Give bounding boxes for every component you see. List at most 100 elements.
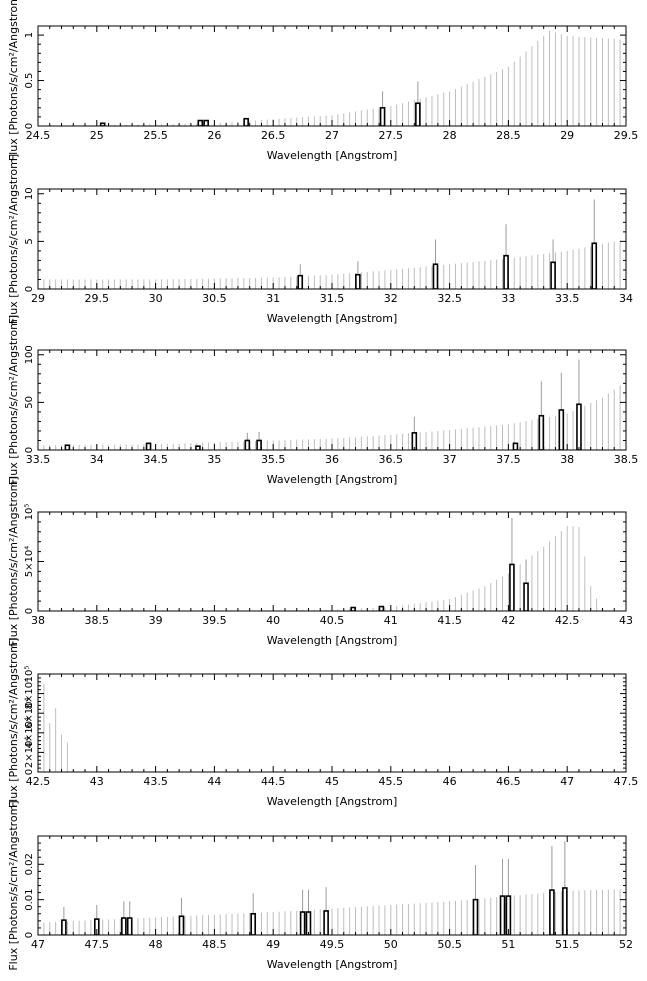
x-tick-label: 36 [325, 453, 339, 466]
plot-area [38, 199, 626, 289]
x-tick-label: 26 [207, 129, 221, 142]
line-flux-bar [512, 442, 519, 450]
x-tick-label: 29.5 [85, 292, 110, 305]
x-tick-label: 30 [149, 292, 163, 305]
spectrum-panel-6: 47 47.5 48 48.5 49 49.5 50 50.5 51 51.5 52 0 0.01 0.0… [7, 800, 633, 971]
x-tick-label: 34 [619, 292, 633, 305]
x-tick-label: 37.5 [496, 453, 521, 466]
x-tick-label: 42 [501, 614, 515, 627]
x-tick-label: 34.5 [143, 453, 168, 466]
y-axis-label: Flux [Photons/s/cm²/Angstrom] [7, 638, 20, 808]
x-tick-label: 51.5 [555, 938, 580, 951]
spectrum-panel-2: 29 29.5 30 30.5 31 31.5 32 32.5 33 33.5 34 0 5 10 Wave… [7, 154, 633, 325]
x-tick-label: 26.5 [261, 129, 286, 142]
line-flux-bar [472, 898, 479, 935]
line-flux-bar [355, 273, 361, 289]
x-tick-label: 38 [560, 453, 574, 466]
line-flux-bar [195, 445, 201, 450]
x-tick-label: 40 [266, 614, 280, 627]
plot-area [43, 517, 598, 611]
x-tick-label: 42.5 [26, 775, 51, 788]
x-tick-label: 47 [560, 775, 574, 788]
x-tick-label: 31 [266, 292, 280, 305]
y-tick-label: 2×10⁴ [24, 737, 35, 768]
x-tick-label: 38.5 [614, 453, 639, 466]
y-tick-label: 4×10⁴ [24, 717, 35, 748]
y-axis-label: Flux [Photons/s/cm²/Angstrom] [7, 154, 20, 324]
x-tick-label: 36.5 [379, 453, 404, 466]
x-tick-label: 37 [443, 453, 457, 466]
x-tick-label: 46.5 [496, 775, 521, 788]
x-tick-label: 47.5 [614, 775, 639, 788]
x-tick-label: 43 [90, 775, 104, 788]
x-tick-label: 44.5 [261, 775, 286, 788]
x-tick-label: 44 [207, 775, 221, 788]
line-flux-bar [178, 915, 185, 935]
y-tick-label: 0 [24, 286, 35, 292]
line-flux-bar [576, 403, 582, 450]
x-tick-label: 40.5 [320, 614, 345, 627]
y-tick-label: 5×10⁴ [24, 546, 35, 577]
line-flux-bar [61, 919, 67, 935]
line-flux-bar [299, 911, 306, 935]
y-tick-label: 6×10⁴ [24, 697, 35, 728]
line-flux-bar [323, 910, 329, 935]
x-tick-label: 47 [31, 938, 45, 951]
x-tick-label: 41 [384, 614, 398, 627]
plot-area [38, 359, 626, 450]
line-flux-bar [250, 912, 257, 935]
x-tick-label: 32 [384, 292, 398, 305]
y-axis-label: Flux [Photons/s/cm²/Angstrom] [7, 315, 20, 485]
y-tick-label: 0 [24, 123, 35, 129]
line-flux-bar [256, 439, 262, 450]
x-tick-label: 49.5 [320, 938, 345, 951]
line-flux-bar [549, 889, 555, 935]
x-tick-label: 39 [149, 614, 163, 627]
line-flux-bar [64, 444, 71, 450]
y-tick-label: 1 [24, 32, 35, 38]
line-flux-bar [297, 274, 304, 289]
line-flux-bar [94, 918, 100, 935]
line-flux-bar [562, 887, 568, 935]
line-flux-bar [378, 605, 385, 611]
x-tick-label: 52 [619, 938, 633, 951]
line-flux-bar [591, 242, 598, 289]
y-tick-label: 100 [24, 345, 35, 364]
line-flux-bar [244, 439, 251, 450]
y-tick-label: 10⁵ [24, 666, 35, 683]
x-tick-label: 42.5 [555, 614, 580, 627]
y-tick-label: 0 [24, 769, 35, 775]
x-tick-label: 39.5 [202, 614, 227, 627]
x-tick-label: 28.5 [496, 129, 521, 142]
line-flux-bar [509, 563, 515, 611]
x-tick-label: 25.5 [143, 129, 168, 142]
x-tick-label: 50.5 [437, 938, 462, 951]
x-tick-label: 45.5 [379, 775, 404, 788]
y-tick-label: 50 [24, 396, 35, 409]
line-flux-bar [305, 911, 312, 935]
x-tick-label: 25 [90, 129, 104, 142]
x-tick-label: 33 [501, 292, 515, 305]
x-tick-label: 33.5 [555, 292, 580, 305]
y-tick-label: 0 [24, 447, 35, 453]
y-axis-label: Flux [Photons/s/cm²/Angstrom] [7, 800, 20, 970]
x-tick-label: 34 [90, 453, 104, 466]
y-tick-label: 0.01 [24, 889, 35, 911]
line-flux-bar [499, 895, 506, 935]
y-tick-label: 0 [24, 608, 35, 614]
x-tick-label: 48.5 [202, 938, 227, 951]
x-tick-label: 43.5 [143, 775, 168, 788]
line-flux-bar [558, 409, 565, 450]
x-tick-label: 51 [501, 938, 515, 951]
x-tick-label: 28 [443, 129, 457, 142]
x-axis-label: Wavelength [Angstrom] [267, 312, 398, 325]
x-tick-label: 35.5 [261, 453, 286, 466]
x-tick-label: 50 [384, 938, 398, 951]
x-tick-label: 30.5 [202, 292, 227, 305]
x-tick-label: 32.5 [437, 292, 462, 305]
y-tick-label: 0 [24, 932, 35, 938]
x-tick-label: 31.5 [320, 292, 345, 305]
line-flux-bar [145, 442, 152, 450]
line-flux-bar [121, 917, 127, 935]
